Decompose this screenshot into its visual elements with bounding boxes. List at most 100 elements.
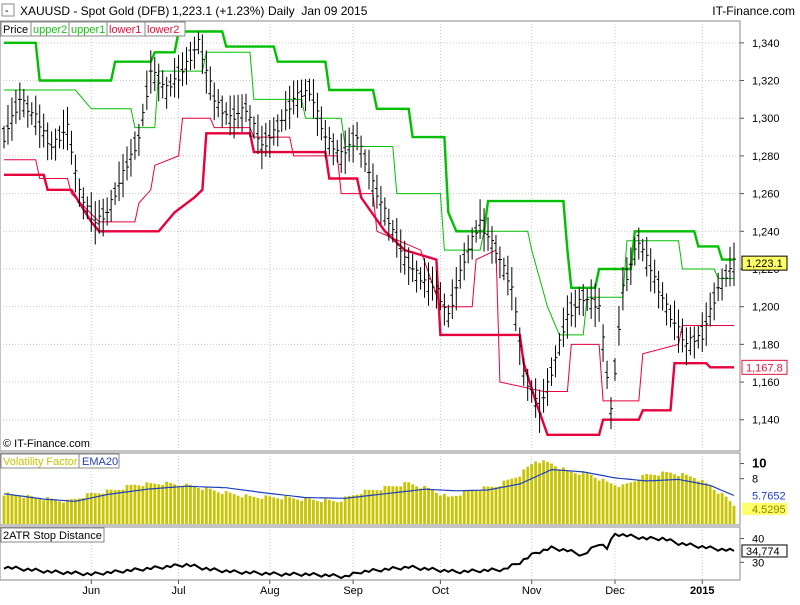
volatility-bar [240,497,244,524]
volatility-bar [264,495,268,524]
price-bar [212,82,217,121]
price-bar [553,345,558,378]
price-bar [109,189,114,222]
price-bar [573,289,578,328]
price-bar [386,208,391,241]
time-tick-label: Sep [343,585,363,597]
price-bar [315,92,320,137]
price-bar [232,95,237,139]
legend-atr-box[interactable] [0,527,105,543]
price-bar [93,201,98,245]
price-bar [160,70,165,99]
volatility-bar [34,497,38,524]
axis-labels: 1,1401,1601,1801,2001,2201,2401,2601,280… [82,38,788,597]
volatility-bar [66,499,69,524]
volatility-bar [550,463,553,524]
volatility-bar [42,500,46,524]
price-bar [628,247,633,285]
volatility-bar [621,484,625,524]
volatility-bar [534,461,538,524]
volatility-bar [704,483,708,524]
price-bar [247,105,252,138]
ema-badge [742,489,787,502]
price-bar [537,389,542,433]
price-bar [390,219,395,243]
volatility-bar [280,499,284,524]
volatility-bar [232,494,236,524]
volatility-bar [22,497,26,524]
legend-ema-box[interactable] [78,453,120,469]
price-bar [474,219,479,243]
volatility-bar [597,480,601,524]
volatility-bar [6,492,10,524]
volatility-legend: Volatility Factor EMA20 [0,453,120,469]
price-bar [240,94,245,132]
volatility-bar [462,490,466,524]
volatility-bar [284,496,288,524]
volatility-bar [216,492,220,524]
price-tick-label: 1,140 [752,415,780,427]
price-bar [53,128,58,161]
volatility-bar [522,469,526,524]
volatility-bar [669,472,672,524]
volatility-bar [518,476,522,524]
volatility-bar [466,490,470,524]
volatility-bar [625,483,629,524]
volatility-bar [296,499,299,524]
volatility-bar [276,498,280,524]
volatility-bar [494,487,498,524]
volatility-bar [304,497,307,524]
price-bar [299,79,304,108]
price-bar [664,293,669,326]
volatility-bar [228,492,232,524]
time-tick-label: Oct [432,585,449,597]
price-bar [462,242,467,281]
price-bar [374,174,379,209]
price-bar [216,89,221,118]
price-bar [37,104,42,148]
volatility-bar [149,482,153,524]
volatility-bar [609,483,613,524]
price-bar [720,268,725,301]
period-date: Daily Jan 09 2015 [268,4,368,18]
legend-lower2-box[interactable] [144,21,186,37]
price-bar [676,309,681,353]
price-bar [208,66,213,101]
price-bar [152,56,157,91]
volatility-bar [732,505,736,524]
volatility-bar [220,494,224,524]
price-bar [176,55,181,99]
collapse-toggle[interactable] [1,3,15,17]
price-bar [601,324,606,362]
price-tick-label: 1,260 [752,189,780,201]
volatility-bar [593,477,597,524]
chart-header: - XAUUSD - Spot Gold (DFB) 1,223.1 (+1.2… [1,3,795,18]
volatility-bar [248,495,252,524]
volatility-bar [312,499,315,524]
volatility-bar [173,484,176,524]
price-bar [505,255,510,296]
price-bar [704,302,709,346]
price-bar [188,41,193,71]
price-bar [486,217,491,252]
volatility-bar [431,490,434,524]
price-bar [684,327,689,366]
volatility-bar [506,479,510,524]
legend-ema20: EMA20 [82,456,118,468]
time-tick-label: Jul [172,585,186,597]
volatility-bar [569,471,573,524]
volatility-bar [316,500,319,524]
lower-level-label: 1,167.8 [746,362,783,374]
volatility-bar [692,478,696,524]
price-bar [533,378,538,418]
lower2-line [4,132,734,436]
price-bar [303,79,308,112]
volatility-bar [105,489,109,524]
legend-volatility-factor: Volatility Factor [3,456,78,468]
volatility-bar [641,474,645,524]
legend-lower1: lower1 [109,24,141,36]
price-bar [426,262,431,306]
price-bar [355,121,360,151]
volatility-bar [189,484,192,524]
